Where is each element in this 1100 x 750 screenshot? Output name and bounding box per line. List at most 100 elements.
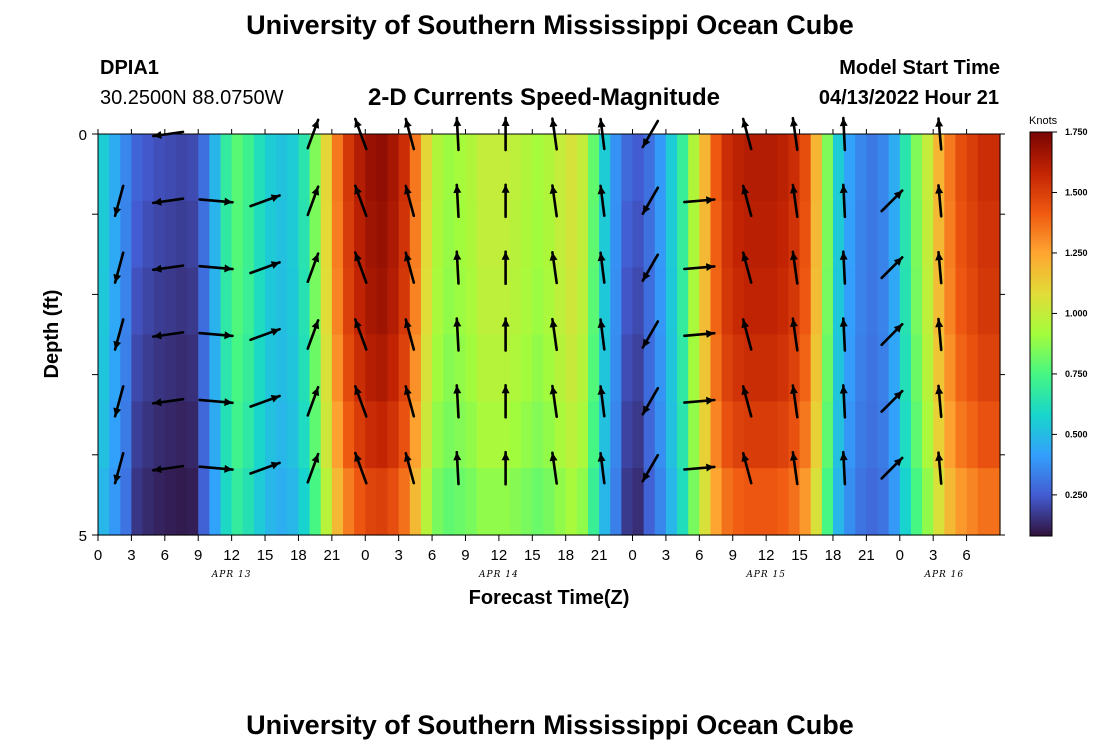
heatmap-cell [654, 200, 667, 269]
heatmap-cell [420, 267, 433, 336]
current-arrow [935, 384, 944, 419]
heatmap-cell [799, 334, 812, 402]
current-arrow-head [113, 407, 122, 417]
current-arrow-head [453, 318, 462, 327]
current-arrow [501, 250, 510, 286]
heatmap-cell [955, 267, 968, 336]
heatmap-cell [977, 267, 990, 336]
heatmap-cell [565, 468, 578, 536]
current-arrow [453, 250, 462, 285]
heatmap-cell [265, 401, 277, 469]
x-date-label: APR 13 [211, 570, 252, 580]
heatmap-cell [944, 200, 957, 269]
heatmap-cell [587, 200, 600, 269]
heatmap-cell [788, 134, 801, 202]
heatmap-cell [565, 334, 578, 402]
current-arrow [113, 251, 125, 284]
current-arrow-head [311, 320, 320, 330]
heatmap-cell [164, 334, 177, 402]
heatmap-cell [832, 468, 845, 536]
heatmap-cell [287, 200, 300, 269]
heatmap-cell [532, 267, 545, 336]
heatmap-cell [521, 401, 533, 469]
heatmap-cell [610, 468, 622, 536]
current-arrow-head [597, 185, 606, 195]
current-arrow [641, 453, 660, 483]
heatmap-cell [109, 334, 121, 402]
heatmap-cell [131, 334, 144, 402]
current-arrow [935, 184, 944, 218]
heatmap-cell [866, 468, 879, 536]
current-arrow-head [790, 251, 798, 261]
current-arrow [597, 117, 606, 151]
heatmap-cell [677, 401, 689, 469]
current-arrow-head [113, 207, 122, 216]
heatmap-cell [510, 468, 522, 536]
current-arrow [790, 250, 799, 285]
current-arrow [249, 394, 281, 408]
current-arrow [353, 451, 368, 485]
heatmap-cell [665, 200, 678, 269]
heatmap-cell [432, 468, 444, 536]
current-arrow-head [311, 454, 320, 463]
heatmap-cell [632, 200, 645, 269]
current-arrow-head [935, 118, 944, 127]
heatmap-cell [354, 401, 366, 469]
heatmap-cell [732, 334, 745, 402]
heatmap-cell [732, 267, 745, 336]
current-arrow-head [354, 453, 362, 462]
heatmap-cell [354, 200, 366, 269]
heatmap-cell [265, 200, 277, 269]
heatmap-cells [98, 134, 1001, 536]
heatmap-cell [465, 267, 478, 336]
heatmap-cell [209, 334, 222, 402]
current-arrow-head [790, 318, 798, 328]
current-arrow-head [224, 331, 233, 340]
current-arrow-head [790, 118, 798, 127]
heatmap-cell [643, 334, 656, 402]
current-arrow-head [224, 464, 233, 473]
current-arrow [839, 317, 848, 352]
heatmap-cell [799, 267, 812, 336]
heatmap-cell [276, 134, 288, 202]
current-arrow [641, 253, 660, 283]
heatmap-cell [454, 468, 467, 536]
current-arrow-head [501, 385, 510, 394]
heatmap-cell [175, 267, 188, 336]
current-arrow-head [270, 395, 280, 403]
current-arrow-head [790, 185, 798, 194]
current-arrow [453, 116, 462, 152]
heatmap-cell [710, 468, 723, 536]
heatmap-cell [721, 134, 734, 202]
heatmap-cell [320, 401, 333, 469]
heatmap-cell [365, 267, 377, 336]
heatmap-cell [877, 200, 890, 269]
current-arrow-head [741, 386, 750, 396]
heatmap-cell [788, 334, 801, 402]
heatmap-cell [153, 267, 166, 336]
current-arrow [501, 183, 510, 219]
heatmap-cell [387, 401, 400, 469]
heatmap-cell [743, 134, 756, 202]
heatmap-cell [354, 468, 366, 536]
heatmap-cell [743, 334, 756, 402]
current-arrow [683, 263, 716, 271]
heatmap-cell [576, 468, 589, 536]
heatmap-cell [966, 200, 979, 269]
current-arrow [306, 319, 320, 350]
heatmap-cell [576, 134, 589, 202]
heatmap-cell [855, 200, 867, 269]
heatmap-cell [677, 334, 689, 402]
heatmap-cell [365, 134, 377, 202]
heatmap-cell [888, 200, 901, 269]
x-tick-label: 6 [161, 547, 169, 564]
heatmap-cell [910, 267, 923, 336]
current-arrow-head [354, 386, 362, 396]
heatmap-cell [755, 468, 767, 536]
heatmap-cell [832, 334, 845, 402]
heatmap-cell [699, 401, 712, 469]
current-arrow-head [501, 318, 510, 327]
current-arrow [597, 451, 606, 485]
heatmap-cell [966, 334, 979, 402]
